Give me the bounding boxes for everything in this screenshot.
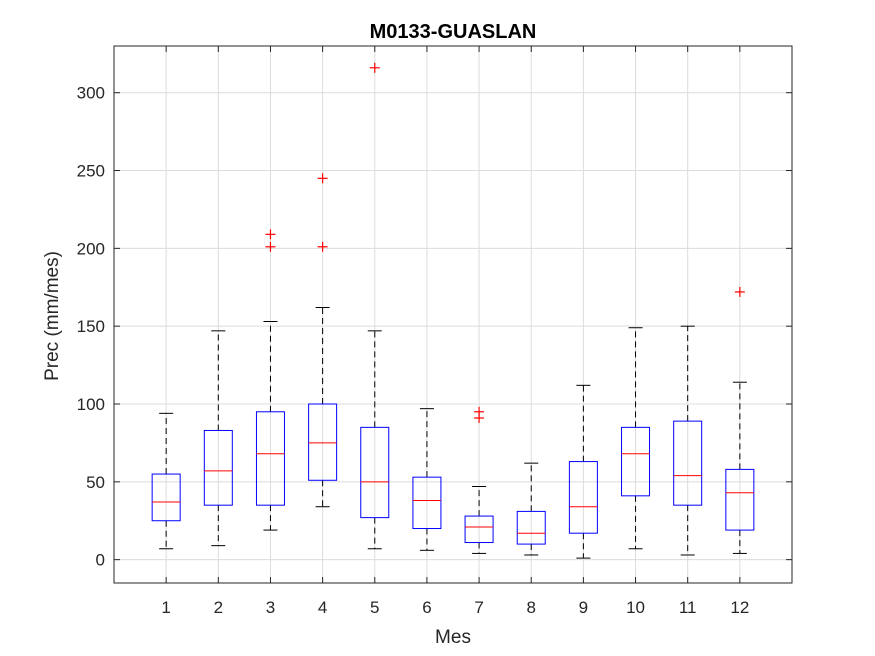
- x-tick-label: 10: [626, 598, 645, 617]
- iqr-box: [255, 411, 285, 506]
- y-tick-label: 200: [77, 239, 105, 258]
- x-tick-label: 5: [370, 598, 379, 617]
- box-group-11: [673, 325, 703, 556]
- box-group-10: [621, 327, 651, 550]
- y-tick-label: 300: [77, 84, 105, 103]
- iqr-box: [412, 476, 442, 530]
- grid: [114, 46, 792, 583]
- box-group-5: [360, 62, 390, 550]
- iqr-box: [516, 510, 546, 545]
- iqr-box: [568, 461, 598, 534]
- box-group-9: [568, 384, 598, 559]
- y-tick-label: 100: [77, 395, 105, 414]
- iqr-box: [464, 515, 494, 544]
- plot-frame: [113, 45, 793, 584]
- iqr-box: [725, 468, 755, 531]
- iqr-box: [621, 426, 651, 497]
- iqr-box: [673, 420, 703, 506]
- box-group-3: [255, 229, 285, 531]
- chart-title: M0133-GUASLAN: [370, 21, 537, 43]
- outlier-marker: [734, 286, 745, 297]
- iqr-box: [308, 403, 338, 481]
- outlier-marker: [317, 241, 328, 252]
- x-tick-label: 2: [214, 598, 223, 617]
- box-group-1: [151, 412, 181, 550]
- box-group-6: [412, 408, 442, 551]
- outlier-marker: [369, 62, 380, 73]
- outlier-marker: [317, 173, 328, 184]
- box-group-2: [203, 330, 233, 547]
- x-tick-label: 7: [474, 598, 483, 617]
- y-tick-label: 150: [77, 317, 105, 336]
- x-tick-label: 4: [318, 598, 327, 617]
- outlier-marker: [474, 406, 485, 417]
- iqr-box: [360, 426, 390, 519]
- iqr-box: [203, 429, 233, 506]
- x-tick-label: 12: [730, 598, 749, 617]
- x-tick-label: 8: [526, 598, 535, 617]
- x-axis-label: Mes: [435, 627, 471, 648]
- plot-area: [151, 62, 755, 559]
- box-group-12: [725, 286, 755, 554]
- x-tick-label: 6: [422, 598, 431, 617]
- iqr-box: [151, 473, 181, 522]
- y-tick-label: 250: [77, 162, 105, 181]
- y-tick-label: 50: [86, 473, 105, 492]
- x-tick-label: 11: [679, 598, 697, 617]
- outlier-marker: [265, 229, 276, 240]
- box-group-7: [464, 406, 494, 554]
- y-axis-label: Prec (mm/mes): [42, 251, 63, 381]
- x-tick-label: 3: [266, 598, 275, 617]
- box-group-8: [516, 462, 546, 556]
- y-tick-label: 0: [96, 551, 105, 570]
- box-group-4: [308, 173, 338, 508]
- outlier-marker: [265, 241, 276, 252]
- x-tick-label: 1: [161, 598, 170, 617]
- x-tick-label: 9: [579, 598, 588, 617]
